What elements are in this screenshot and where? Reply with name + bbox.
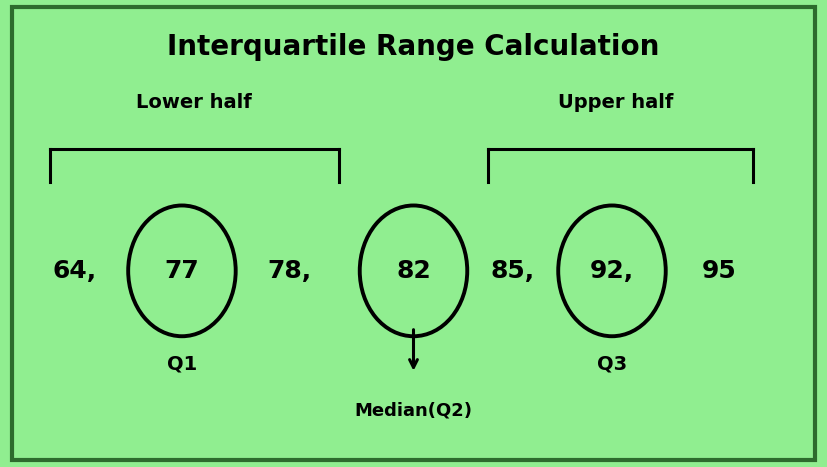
Ellipse shape xyxy=(558,205,666,336)
Text: 78,: 78, xyxy=(267,259,312,283)
Ellipse shape xyxy=(128,205,236,336)
Ellipse shape xyxy=(360,205,467,336)
Text: Q1: Q1 xyxy=(167,355,197,374)
Text: 77: 77 xyxy=(165,259,199,283)
Text: 92,: 92, xyxy=(590,259,634,283)
Text: Interquartile Range Calculation: Interquartile Range Calculation xyxy=(167,33,660,61)
Text: 95: 95 xyxy=(702,259,737,283)
Text: Upper half: Upper half xyxy=(558,93,674,112)
Text: Q3: Q3 xyxy=(597,355,627,374)
Text: 85,: 85, xyxy=(490,259,535,283)
Text: Lower half: Lower half xyxy=(136,93,252,112)
Text: 64,: 64, xyxy=(52,259,97,283)
Text: Median(Q2): Median(Q2) xyxy=(355,402,472,420)
Text: 82: 82 xyxy=(396,259,431,283)
